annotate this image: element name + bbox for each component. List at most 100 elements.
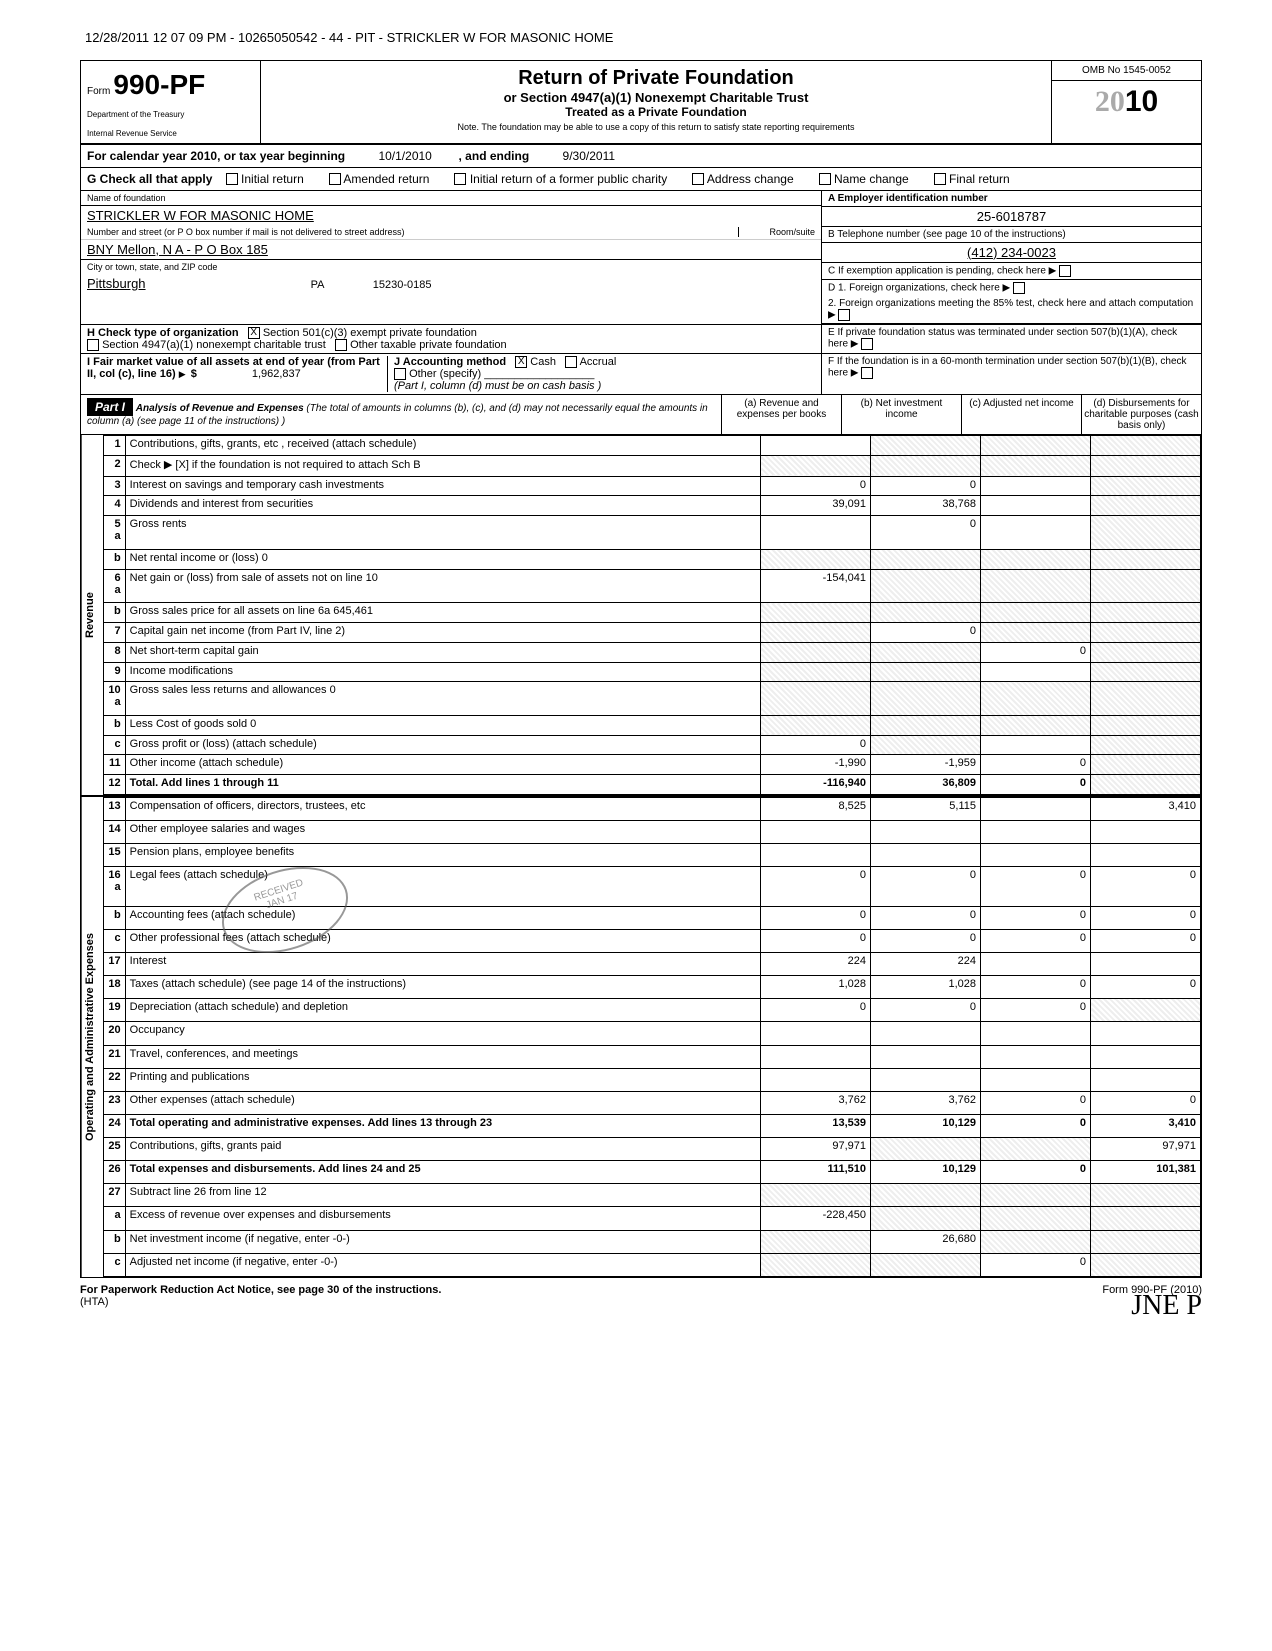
j-other-cb[interactable] <box>394 368 406 380</box>
cell-col-c <box>981 735 1091 755</box>
table-row: 3Interest on savings and temporary cash … <box>103 476 1200 496</box>
cell-col-c <box>981 435 1091 455</box>
j-cash: Cash <box>530 356 556 368</box>
col-b-header: (b) Net investment income <box>841 395 961 434</box>
cell-col-a: 8,525 <box>761 797 871 820</box>
line-number: 8 <box>103 642 125 662</box>
i-value: 1,962,837 <box>252 368 301 380</box>
g-label: G Check all that apply <box>87 172 212 186</box>
line-number: b <box>103 906 125 929</box>
cell-col-b: 10,129 <box>871 1114 981 1137</box>
e-row: E If private foundation status was termi… <box>821 325 1201 353</box>
footer-left-1: For Paperwork Reduction Act Notice, see … <box>80 1284 441 1296</box>
city-label: City or town, state, and ZIP code <box>81 259 821 274</box>
addr-label: Number and street (or P O box number if … <box>81 225 821 239</box>
cell-col-a <box>761 516 871 550</box>
cell-col-d <box>1091 435 1201 455</box>
d1-checkbox[interactable] <box>1013 282 1025 294</box>
i-j-row: I Fair market value of all assets at end… <box>81 354 821 394</box>
cell-col-b <box>871 1138 981 1161</box>
g-checkbox[interactable] <box>329 173 341 185</box>
line-desc: Total operating and administrative expen… <box>125 1114 760 1137</box>
d1-label: D 1. Foreign organizations, check here <box>828 282 1000 293</box>
cell-col-d <box>1091 476 1201 496</box>
part1-badge: Part I <box>87 398 133 416</box>
cell-col-b: 5,115 <box>871 797 981 820</box>
cell-col-c: 0 <box>981 755 1091 775</box>
cell-col-c <box>981 797 1091 820</box>
cell-col-a <box>761 715 871 735</box>
a-label: A Employer identification number <box>828 193 988 204</box>
f-label: F If the foundation is in a 60-month ter… <box>828 356 1187 379</box>
cell-col-b: 0 <box>871 929 981 952</box>
cell-col-b: 1,028 <box>871 976 981 999</box>
g-checkbox[interactable] <box>934 173 946 185</box>
line-desc: Pension plans, employee benefits <box>125 844 760 867</box>
table-row: 7Capital gain net income (from Part IV, … <box>103 623 1200 643</box>
table-row: 1Contributions, gifts, grants, etc , rec… <box>103 435 1200 455</box>
line-number: 17 <box>103 953 125 976</box>
cell-col-a: -116,940 <box>761 775 871 795</box>
g-checkbox[interactable] <box>226 173 238 185</box>
cell-col-a: 39,091 <box>761 496 871 516</box>
cell-col-c <box>981 496 1091 516</box>
g-checkbox[interactable] <box>692 173 704 185</box>
cell-col-a: -154,041 <box>761 569 871 603</box>
cell-col-c: 0 <box>981 775 1091 795</box>
cell-col-c <box>981 455 1091 476</box>
cell-col-c: 0 <box>981 976 1091 999</box>
table-row: 17Interest224224 <box>103 953 1200 976</box>
cell-col-c <box>981 569 1091 603</box>
cell-col-d <box>1091 1045 1201 1068</box>
j-accrual-cb[interactable] <box>565 356 577 368</box>
table-row: 9Income modifications <box>103 662 1200 682</box>
calyear-label: For calendar year 2010, or tax year begi… <box>87 149 345 163</box>
cell-col-d <box>1091 455 1201 476</box>
cell-col-c <box>981 1022 1091 1045</box>
cell-col-a: 97,971 <box>761 1138 871 1161</box>
cell-col-b <box>871 715 981 735</box>
cell-col-b: 10,129 <box>871 1161 981 1184</box>
line-number: 10 a <box>103 682 125 716</box>
h-cb2[interactable] <box>87 339 99 351</box>
line-desc: Excess of revenue over expenses and disb… <box>125 1207 760 1230</box>
c-checkbox[interactable] <box>1059 265 1071 277</box>
table-row: 16 aLegal fees (attach schedule)0000 <box>103 867 1200 906</box>
j-accrual: Accrual <box>580 356 617 368</box>
cell-col-d <box>1091 623 1201 643</box>
cell-col-d <box>1091 516 1201 550</box>
h-opt3: Other taxable private foundation <box>350 339 507 351</box>
cell-col-b <box>871 1253 981 1276</box>
d2-label: 2. Foreign organizations meeting the 85%… <box>828 298 1193 309</box>
h-cb3[interactable] <box>335 339 347 351</box>
cell-col-c <box>981 1138 1091 1161</box>
cell-col-d <box>1091 844 1201 867</box>
cell-col-a: 111,510 <box>761 1161 871 1184</box>
cell-col-d: 3,410 <box>1091 1114 1201 1137</box>
cell-col-c: 0 <box>981 1161 1091 1184</box>
cell-col-c: 0 <box>981 929 1091 952</box>
cell-col-c: 0 <box>981 906 1091 929</box>
h-cb1[interactable]: X <box>248 327 260 339</box>
cell-col-a: -1,990 <box>761 755 871 775</box>
cell-col-a <box>761 435 871 455</box>
cell-col-a <box>761 455 871 476</box>
g-option: Initial return of a former public charit… <box>454 172 667 186</box>
line-number: 27 <box>103 1184 125 1207</box>
line-number: 18 <box>103 976 125 999</box>
d2-checkbox[interactable] <box>838 309 850 321</box>
cell-col-a: -228,450 <box>761 1207 871 1230</box>
cell-col-c <box>981 1045 1091 1068</box>
e-checkbox[interactable] <box>861 338 873 350</box>
line-number: 20 <box>103 1022 125 1045</box>
j-cash-cb[interactable]: X <box>515 356 527 368</box>
cell-col-b <box>871 662 981 682</box>
cell-col-d <box>1091 682 1201 716</box>
f-checkbox[interactable] <box>861 367 873 379</box>
line-desc: Contributions, gifts, grants paid <box>125 1138 760 1161</box>
g-checkbox[interactable] <box>819 173 831 185</box>
line-desc: Other employee salaries and wages <box>125 821 760 844</box>
cell-col-c <box>981 623 1091 643</box>
cell-col-b: 0 <box>871 867 981 906</box>
g-checkbox[interactable] <box>454 173 466 185</box>
